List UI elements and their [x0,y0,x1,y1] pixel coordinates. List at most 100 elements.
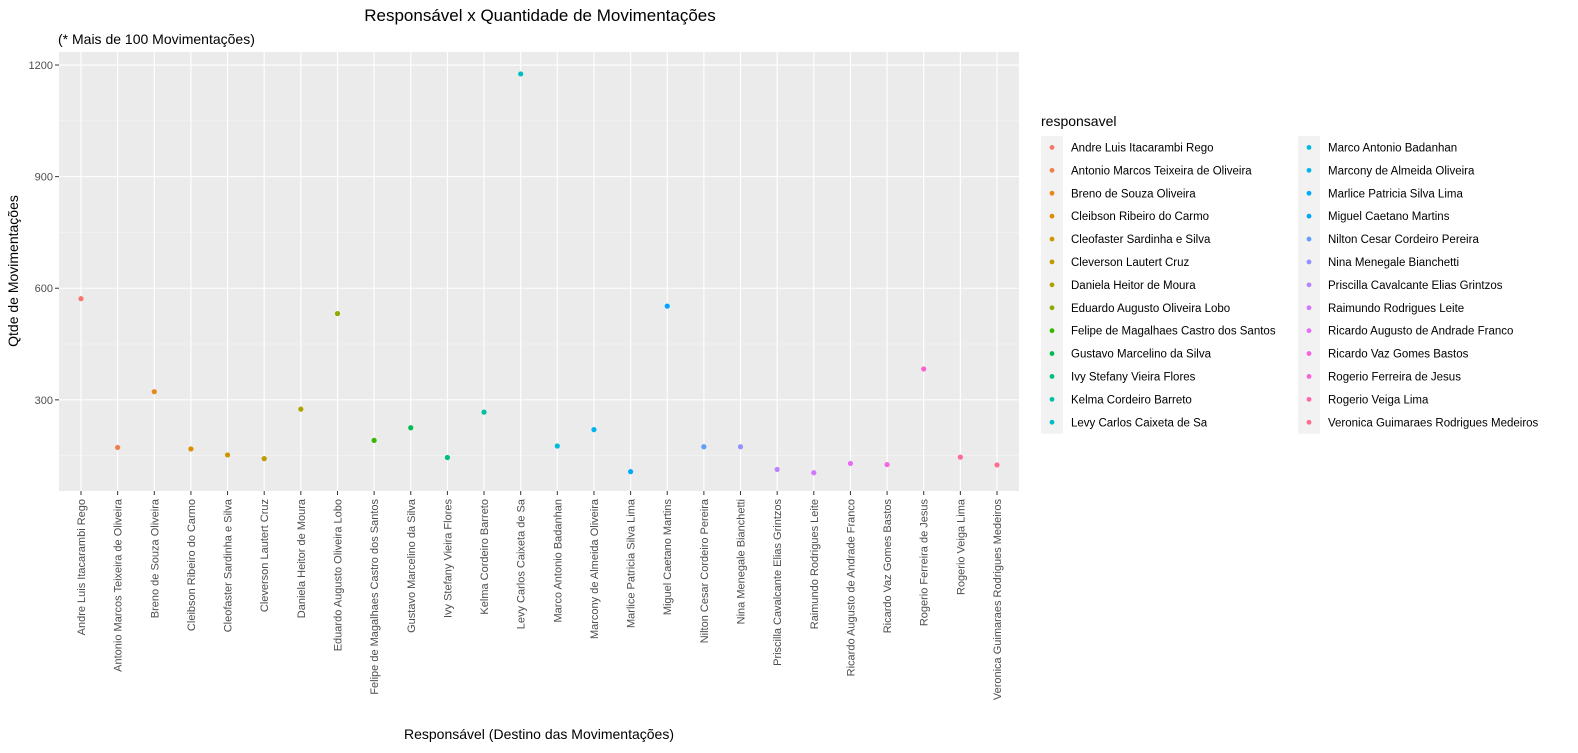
legend-label: Andre Luis Itacarambi Rego [1071,142,1214,154]
legend-label: Breno de Souza Oliveira [1071,188,1196,200]
legend-key-point [1049,351,1055,356]
x-tick-label: Kelma Cordeiro Barreto [479,499,491,615]
x-tick-label: Veronica Guimaraes Rodrigues Medeiros [992,499,1004,701]
x-tick-label: Ricardo Vaz Gomes Bastos [882,499,894,634]
x-tick-label: Breno de Souza Oliveira [149,498,161,618]
x-tick-label: Cleofaster Sardinha e Silva [223,498,235,632]
legend-key-point [1306,419,1312,425]
legend-key-point [1306,167,1312,173]
x-tick-label: Cleverson Lautert Cruz [259,499,271,612]
data-point [261,456,267,462]
x-tick-label: Marlice Patricia Silva Lima [626,498,638,628]
data-point [151,389,157,395]
x-tick-label: Raimundo Rodrigues Leite [809,499,821,629]
data-point [664,303,670,309]
legend-label: Priscilla Cavalcante Elias Grintzos [1328,280,1503,292]
legend-key-point [1049,236,1055,242]
x-tick-label: Nina Menegale Bianchetti [736,499,748,624]
legend-label: Daniela Heitor de Moura [1071,280,1196,292]
data-point [884,461,890,468]
data-point [518,71,524,77]
data-point [371,437,377,444]
y-tick-label: 300 [35,395,53,407]
x-axis: Andre Luis Itacarambi Rego Antonio Marcos… [76,491,1004,700]
y-axis: 300 600 900 1200 [29,60,59,407]
data-point [188,446,194,452]
data-point [115,444,121,451]
x-tick-label: Nilton Cesar Cordeiro Pereira [699,498,711,643]
data-point [994,462,1000,468]
legend-label: Veronica Guimaraes Rodrigues Medeiros [1328,417,1539,429]
legend-label: Cleofaster Sardinha e Silva [1071,234,1211,246]
legend-key-point [1049,419,1055,425]
grid-minor [59,120,1019,456]
x-tick-label: Cleibson Ribeiro do Carmo [186,499,198,631]
data-point [774,466,780,473]
data-point [957,454,963,460]
x-tick-label: Levy Carlos Caixeta de Sa [516,498,528,629]
x-tick-label: Ivy Stefany Vieira Flores [442,499,454,619]
y-axis-title: Qtde de Movimentações [5,195,21,347]
legend-label: Felipe de Magalhaes Castro dos Santos [1071,326,1276,338]
legend-label: Miguel Caetano Martins [1328,211,1450,223]
legend-key-point [1049,190,1055,196]
x-tick-label: Miguel Caetano Martins [662,499,674,616]
legend-label: Antonio Marcos Teixeira de Oliveira [1071,165,1252,177]
legend-label: Gustavo Marcelino da Silva [1071,349,1212,361]
plot-panel [59,52,1019,491]
data-point [298,406,304,412]
legend-label: Raimundo Rodrigues Leite [1328,303,1464,315]
data-point [628,469,634,475]
legend-label: Ivy Stefany Vieira Flores [1071,371,1196,383]
legend-key-point [1306,145,1312,150]
legend-key-point [1049,396,1055,402]
legend-key-point [1049,145,1055,150]
legend-label: Eduardo Augusto Oliveira Lobo [1071,303,1230,315]
chart-title: Responsável x Quantidade de Movimentaçõe… [364,6,716,25]
y-tick-label: 1200 [29,60,53,72]
x-tick-label: Ricardo Augusto de Andrade Franco [845,499,857,676]
x-tick-label: Daniela Heitor de Moura [296,498,308,618]
x-tick-label: Priscilla Cavalcante Elias Grintzos [772,499,784,666]
legend-key-point [1306,305,1312,311]
legend-label: Rogerio Ferreira de Jesus [1328,371,1461,383]
legend-key-point [1306,282,1312,288]
x-tick-label: Eduardo Augusto Oliveira Lobo [332,499,344,651]
legend-key-point [1306,351,1312,356]
x-tick-label: Gustavo Marcelino da Silva [406,498,418,633]
legend-key-point [1306,236,1312,242]
legend-label: Marcony de Almeida Oliveira [1328,165,1475,177]
y-tick-label: 600 [35,283,53,295]
legend-label: Levy Carlos Caixeta de Sa [1071,417,1208,429]
x-tick-label: Antonio Marcos Teixeira de Oliveira [113,498,125,672]
legend-key-point [1306,213,1312,219]
data-point [591,427,597,433]
legend-key-point [1306,259,1312,265]
data-point [701,444,707,450]
legend-key-point [1306,328,1312,334]
legend-key-point [1306,190,1312,196]
data-point [847,460,854,467]
legend-label: Nilton Cesar Cordeiro Pereira [1328,234,1479,246]
x-tick-label: Rogerio Veiga Lima [955,498,967,595]
legend-label: Rogerio Veiga Lima [1328,394,1429,406]
x-tick-label: Andre Luis Itacarambi Rego [76,499,88,635]
data-point [334,310,341,317]
data-point [737,444,744,450]
legend-label: Ricardo Vaz Gomes Bastos [1328,349,1469,361]
legend-label: Kelma Cordeiro Barreto [1071,394,1192,406]
legend-key-point [1049,328,1055,334]
legend: Andre Luis Itacarambi Rego Antonio Marcos… [1041,136,1539,434]
data-point [78,296,84,302]
x-tick-label: Felipe de Magalhaes Castro dos Santos [369,499,381,695]
data-point [444,454,450,461]
y-tick-label: 900 [35,172,53,184]
legend-label: Marlice Patricia Silva Lima [1328,188,1463,200]
legend-key-point [1049,213,1055,219]
legend-key-point [1049,259,1055,265]
legend-label: Nina Menegale Bianchetti [1328,257,1459,269]
legend-key-point [1049,167,1055,173]
grid-major [59,52,1019,491]
x-axis-title: Responsável (Destino das Movimentações) [404,726,674,742]
